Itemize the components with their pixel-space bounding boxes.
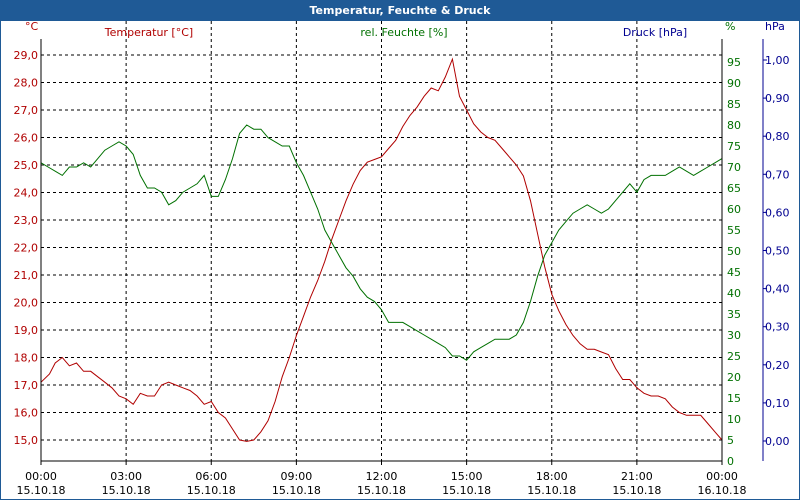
pressure-tick-label: 0,60 (765, 206, 790, 219)
temperature-tick-label: 29,0 (14, 49, 39, 62)
humidity-unit-label: % (725, 21, 735, 33)
temperature-tick-label: 21,0 (14, 269, 39, 282)
temperature-tick-label: 22,0 (14, 242, 39, 255)
pressure-tick-label: 0,90 (765, 92, 790, 105)
axis-labels: 15,0 16,0 17,0 18,0 19,0 20,0 21,0 22,0 23,0 24,0… (14, 21, 790, 497)
temperature-tick-label: 23,0 (14, 214, 39, 227)
humidity-tick-label: 55 (727, 224, 741, 237)
x-tick-date-label: 15.10.18 (187, 484, 236, 497)
humidity-tick-label: 85 (727, 98, 741, 111)
x-tick-time-label: 00:00 (706, 470, 738, 483)
x-tick-time-label: 18:00 (536, 470, 568, 483)
humidity-tick-label: 5 (727, 434, 734, 447)
humidity-tick-label: 90 (727, 77, 741, 90)
temperature-unit-label: °C (25, 21, 39, 33)
x-tick-date-label: 15.10.18 (272, 484, 321, 497)
x-tick-time-label: 12:00 (366, 470, 398, 483)
humidity-tick-label: 45 (727, 266, 741, 279)
pressure-tick-label: 0,00 (765, 435, 790, 448)
humidity-tick-label: 95 (727, 56, 741, 69)
x-tick-time-label: 09:00 (281, 470, 313, 483)
humidity-tick-label: 20 (727, 371, 741, 384)
humidity-tick-label: 0 (727, 455, 734, 468)
pressure-tick-label: 1,00 (765, 54, 790, 67)
x-tick-time-label: 15:00 (451, 470, 483, 483)
humidity-tick-label: 35 (727, 308, 741, 321)
temperature-tick-label: 24,0 (14, 187, 39, 200)
x-tick-date-label: 15.10.18 (527, 484, 576, 497)
humidity-tick-label: 40 (727, 287, 741, 300)
humidity-tick-label: 30 (727, 329, 741, 342)
humidity-tick-label: 25 (727, 350, 741, 363)
x-tick-date-label: 15.10.18 (357, 484, 406, 497)
x-tick-date-label: 16.10.18 (698, 484, 747, 497)
chart-canvas: 15,0 16,0 17,0 18,0 19,0 20,0 21,0 22,0 23,0 24,0… (14, 21, 790, 497)
pressure-tick-label: 0,50 (765, 245, 790, 258)
temperature-tick-label: 15,0 (14, 434, 39, 447)
humidity-tick-label: 80 (727, 119, 741, 132)
x-tick-time-label: 06:00 (195, 470, 227, 483)
pressure-tick-label: 0,20 (765, 359, 790, 372)
x-tick-time-label: 21:00 (621, 470, 653, 483)
humidity-axis-title: rel. Feuchte [%] (360, 26, 447, 39)
temperature-tick-label: 27,0 (14, 104, 39, 117)
temperature-tick-label: 20,0 (14, 297, 39, 310)
humidity-tick-label: 75 (727, 140, 741, 153)
pressure-tick-label: 0,70 (765, 168, 790, 181)
humidity-tick-label: 65 (727, 182, 741, 195)
humidity-tick-label: 60 (727, 203, 741, 216)
humidity-line (40, 124, 723, 361)
series-lines (40, 57, 723, 442)
pressure-tick-label: 0,40 (765, 283, 790, 296)
pressure-unit-label: hPa (765, 21, 785, 33)
x-tick-date-label: 15.10.18 (612, 484, 661, 497)
axes (40, 39, 767, 465)
x-tick-date-label: 15.10.18 (442, 484, 491, 497)
humidity-tick-label: 10 (727, 413, 741, 426)
pressure-tick-label: 0,30 (765, 321, 790, 334)
humidity-tick-label: 15 (727, 392, 741, 405)
grid (41, 21, 722, 461)
pressure-tick-label: 0,10 (765, 397, 790, 410)
temperature-tick-label: 16,0 (14, 407, 39, 420)
x-tick-time-label: 03:00 (110, 470, 142, 483)
x-tick-date-label: 15.10.18 (17, 484, 66, 497)
x-tick-time-label: 00:00 (25, 470, 57, 483)
temperature-tick-label: 25,0 (14, 159, 39, 172)
temperature-tick-label: 28,0 (14, 77, 39, 90)
chart-title: Temperatur, Feuchte & Druck (1, 1, 799, 21)
temperature-tick-label: 18,0 (14, 352, 39, 365)
temperature-tick-label: 26,0 (14, 132, 39, 145)
temperature-tick-label: 17,0 (14, 379, 39, 392)
pressure-tick-label: 0,80 (765, 130, 790, 143)
pressure-axis-title: Druck [hPa] (623, 26, 687, 39)
temperature-line (40, 57, 723, 442)
humidity-tick-label: 70 (727, 161, 741, 174)
temperature-axis-title: Temperatur [°C] (104, 26, 193, 39)
temperature-tick-label: 19,0 (14, 324, 39, 337)
humidity-tick-label: 50 (727, 245, 741, 258)
x-tick-date-label: 15.10.18 (102, 484, 151, 497)
